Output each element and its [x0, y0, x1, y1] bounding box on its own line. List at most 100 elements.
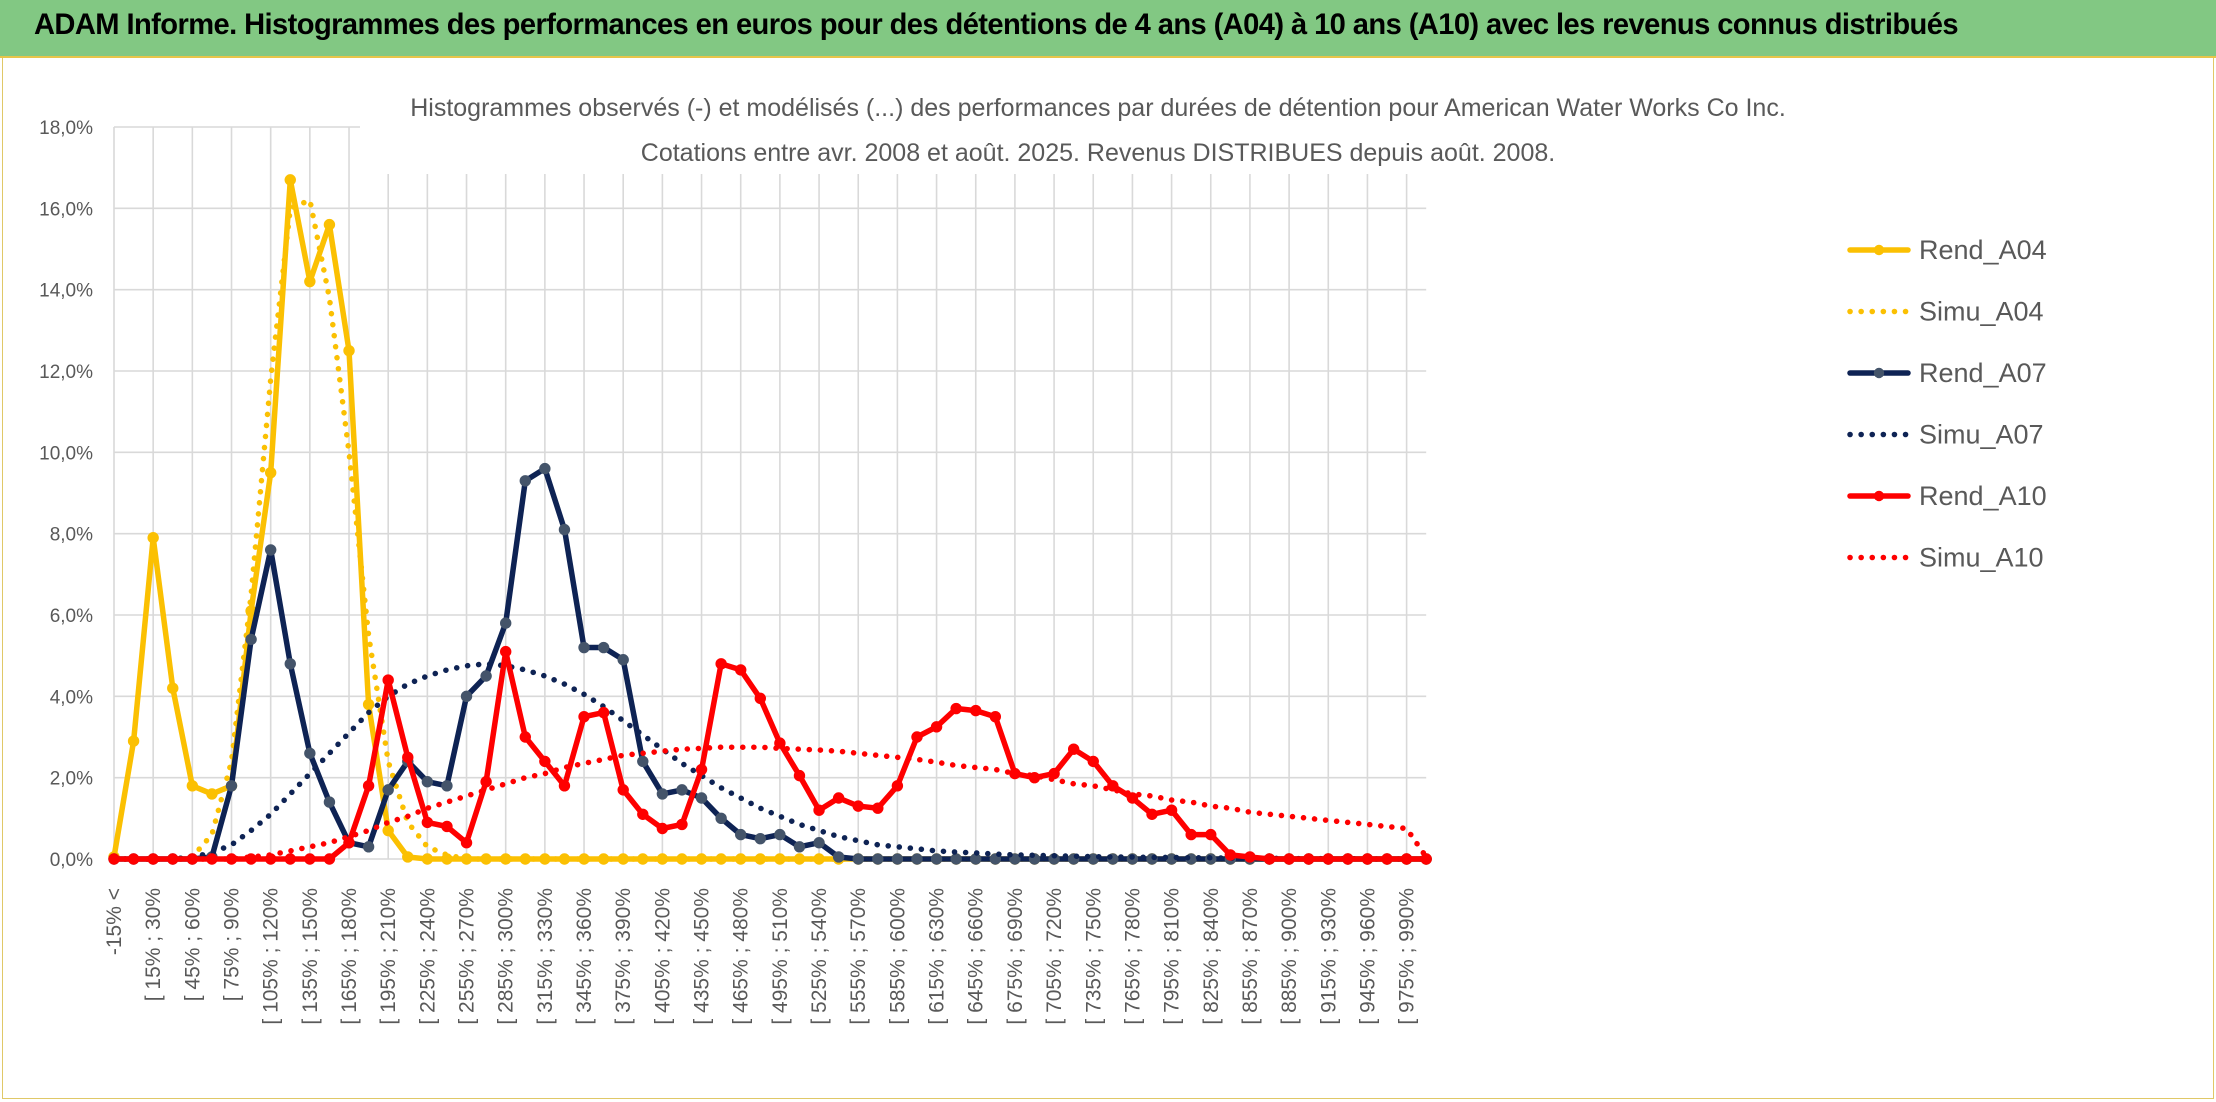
data-point: [500, 617, 512, 629]
data-point: [206, 788, 218, 800]
data-point: [304, 275, 316, 288]
data-point: [676, 784, 688, 796]
data-point: [578, 710, 590, 723]
x-axis-ticks: -15% < [ 15% ; 30% [ 45% ; 60% [ 75% ; 90% […: [103, 888, 1419, 1025]
series-rend-a07: [108, 462, 1432, 865]
data-point: [362, 780, 375, 792]
series-simu-a07: [111, 661, 1429, 862]
data-point: [950, 853, 962, 865]
legend-label-rend-a07: Rend_A07: [1919, 358, 2047, 388]
y-tick-label: 2,0%: [50, 769, 93, 790]
data-point: [950, 702, 962, 715]
legend-marker-rend-a10: [1873, 490, 1885, 502]
x-tick-label: [ 885% ; 900%: [1278, 888, 1301, 1025]
data-point: [382, 824, 394, 837]
data-point: [225, 780, 238, 792]
data-point: [402, 851, 414, 863]
data-point: [382, 784, 394, 796]
data-point: [793, 769, 806, 782]
legend-box: [1820, 208, 2060, 588]
data-point: [127, 735, 140, 747]
data-point: [558, 523, 571, 536]
data-point: [519, 731, 531, 743]
data-point: [500, 645, 512, 658]
chart-title-block: Histogrammes observés (-) et modélisés (…: [360, 84, 1840, 174]
y-tick-label: 12,0%: [39, 362, 93, 383]
data-point: [617, 654, 629, 666]
grid-layer: [113, 126, 1427, 860]
data-point: [284, 853, 296, 865]
data-point: [735, 664, 747, 676]
data-point: [1067, 743, 1080, 755]
x-tick-label: [ 525% ; 540%: [808, 888, 831, 1025]
data-point: [735, 828, 747, 841]
data-point: [1420, 853, 1432, 865]
y-tick-label: 10,0%: [39, 443, 93, 464]
data-point: [774, 828, 786, 841]
data-point: [382, 674, 394, 686]
y-tick-label: 4,0%: [50, 687, 93, 708]
x-tick-label: [ 285% ; 300%: [495, 888, 518, 1025]
data-point: [715, 812, 727, 825]
x-tick-label: [ 375% ; 390%: [612, 888, 635, 1025]
data-point: [1244, 851, 1256, 863]
data-point: [1146, 808, 1158, 820]
report-header: ADAM Informe. Histogrammes des performan…: [0, 0, 2216, 58]
x-tick-label: [ 615% ; 630%: [926, 888, 949, 1025]
x-tick-label: [ 135% ; 150%: [299, 888, 322, 1025]
x-tick-label: [ 735% ; 750%: [1082, 888, 1105, 1025]
data-point: [597, 706, 610, 719]
legend-entry-simu-a04: Simu_A04: [1847, 297, 2044, 327]
data-point: [754, 832, 767, 845]
x-tick-label: [ 975% ; 990%: [1396, 888, 1419, 1025]
x-tick-label: -15% <: [103, 888, 126, 955]
data-point: [343, 344, 355, 357]
data-point: [1224, 849, 1237, 861]
x-tick-label: [ 825% ; 840%: [1200, 888, 1223, 1025]
data-point: [1263, 853, 1276, 865]
data-point: [1283, 853, 1295, 865]
data-point: [441, 820, 453, 833]
x-tick-label: [ 105% ; 120%: [260, 888, 283, 1025]
data-point: [754, 692, 767, 705]
series-line-simu-a10: [111, 744, 1429, 862]
data-point: [930, 853, 943, 865]
x-tick-label: [ 555% ; 570%: [847, 888, 870, 1025]
data-point: [323, 853, 336, 865]
x-tick-label: [ 465% ; 480%: [730, 888, 753, 1025]
data-point: [519, 475, 531, 487]
x-tick-label: [ 945% ; 960%: [1356, 888, 1379, 1025]
x-tick-label: [ 45% ; 60%: [181, 888, 204, 1001]
data-point: [284, 658, 296, 670]
data-point: [539, 462, 551, 475]
y-tick-label: 6,0%: [50, 606, 93, 627]
data-point: [911, 731, 923, 743]
y-tick-label: 8,0%: [50, 525, 93, 546]
legend-label-rend-a10: Rend_A10: [1919, 481, 2047, 511]
chart-frame: [2, 58, 2214, 1099]
x-tick-label: [ 255% ; 270%: [456, 888, 479, 1025]
data-point: [1342, 853, 1354, 865]
legend-label-rend-a04: Rend_A04: [1919, 235, 2047, 265]
legend-background: [1820, 208, 2060, 588]
data-point: [441, 780, 453, 792]
data-point: [323, 218, 336, 231]
legend-marker-rend-a04: [1873, 244, 1885, 256]
series-line-simu-a04: [111, 197, 1429, 862]
legend-entry-rend-a07: Rend_A07: [1847, 358, 2047, 388]
legend-label-simu-a04: Simu_A04: [1919, 297, 2044, 327]
y-tick-label: 14,0%: [39, 281, 93, 302]
data-point: [460, 837, 473, 849]
data-point: [421, 853, 434, 865]
legend-label-simu-a10: Simu_A10: [1919, 543, 2044, 573]
x-tick-label: [ 225% ; 240%: [416, 888, 439, 1025]
data-point: [832, 851, 845, 863]
x-tick-label: [ 675% ; 690%: [1004, 888, 1027, 1025]
data-point: [1107, 780, 1119, 792]
series-line-rend-a07: [111, 465, 1429, 862]
data-point: [597, 641, 610, 654]
title-background: [360, 84, 1840, 174]
data-point: [284, 174, 296, 186]
